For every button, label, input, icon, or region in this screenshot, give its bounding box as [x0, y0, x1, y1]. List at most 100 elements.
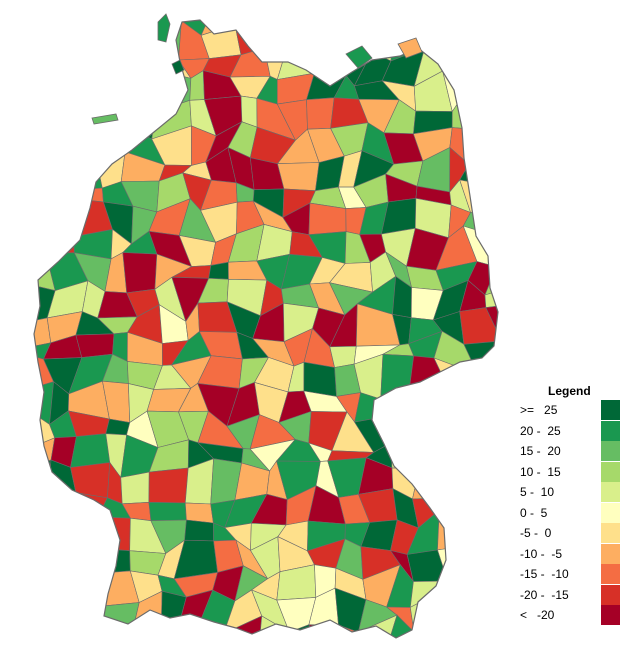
district-region — [364, 20, 395, 26]
district-region — [46, 20, 85, 56]
district-region — [51, 562, 84, 607]
district-region — [442, 587, 478, 632]
district-region — [486, 74, 498, 114]
district-region — [0, 391, 33, 413]
district-region — [380, 0, 420, 10]
district-region — [459, 70, 498, 114]
district-region — [161, 590, 187, 627]
district-region — [0, 469, 28, 496]
legend-item-label: -10 - -5 — [520, 546, 563, 561]
district-region — [318, 0, 348, 9]
district-region — [440, 47, 477, 72]
district-region — [67, 514, 99, 557]
district-region — [459, 307, 498, 345]
district-region — [0, 568, 4, 601]
islands — [91, 13, 423, 125]
district-region — [280, 651, 322, 658]
district-region — [510, 213, 540, 233]
district-region — [93, 121, 133, 153]
district-region — [253, 0, 291, 9]
district-region — [491, 380, 498, 412]
district-region — [252, 20, 283, 23]
legend-item-label: -15 - -10 — [520, 567, 569, 581]
district-region — [34, 563, 56, 597]
district-region — [34, 176, 62, 213]
district-region — [34, 100, 59, 137]
district-region — [34, 509, 35, 550]
district-region — [67, 121, 99, 160]
district-region — [306, 97, 335, 130]
district-region — [0, 281, 1, 315]
legend-item-label: < -20 — [520, 608, 555, 622]
district-region — [460, 443, 491, 475]
district-region — [122, 252, 158, 294]
district-region — [234, 20, 264, 26]
legend-item-label: -20 - -15 — [520, 587, 569, 602]
district-region — [20, 650, 47, 658]
district-region — [470, 537, 494, 572]
district-region — [308, 202, 347, 236]
district-region — [34, 563, 37, 602]
district-region — [148, 501, 187, 522]
district-region — [34, 29, 37, 54]
district-region — [147, 645, 192, 658]
district-region — [369, 20, 396, 62]
district-region — [69, 643, 103, 658]
district-region — [262, 20, 286, 55]
district-region — [489, 0, 521, 5]
legend-swatch — [601, 502, 620, 523]
district-region — [496, 128, 498, 165]
district-region — [281, 20, 318, 61]
district-region — [184, 519, 214, 542]
district-region — [0, 364, 6, 401]
district-region — [34, 545, 37, 568]
district-region — [460, 458, 491, 492]
legend-item-label: 5 - 10 — [520, 485, 555, 499]
district-region — [34, 237, 50, 254]
district-region — [99, 0, 130, 9]
island-foehr — [171, 59, 185, 75]
district-region — [485, 207, 498, 234]
district-region — [102, 625, 135, 638]
district-region — [34, 43, 57, 89]
legend-swatch — [601, 482, 620, 502]
district-region — [94, 516, 131, 552]
district-region — [380, 392, 427, 417]
district-region — [44, 100, 76, 130]
district-region — [127, 71, 164, 113]
district-region — [390, 442, 420, 469]
district-region — [0, 238, 23, 262]
district-region — [0, 346, 6, 369]
district-region — [474, 42, 492, 87]
district-region — [0, 651, 7, 658]
district-region — [515, 154, 540, 185]
legend-item: 15 - 20 — [520, 441, 628, 461]
district-region — [306, 645, 331, 658]
district-region — [314, 44, 347, 76]
district-region — [0, 408, 33, 452]
district-region — [0, 101, 10, 137]
germany-district-map — [0, 0, 541, 658]
district-region — [475, 20, 497, 49]
district-region — [0, 282, 26, 323]
district-region — [34, 593, 53, 625]
district-region — [55, 550, 79, 565]
island-east-frisian — [91, 113, 119, 125]
district-region — [34, 488, 50, 524]
district-region — [434, 445, 473, 469]
island-sylt — [157, 13, 171, 43]
district-region — [495, 355, 498, 392]
district-region — [516, 260, 540, 282]
district-region — [464, 380, 498, 418]
district-region — [463, 373, 498, 392]
district-region — [4, 433, 28, 474]
district-region — [34, 120, 51, 150]
district-region — [470, 568, 498, 605]
district-region — [70, 0, 104, 9]
district-region — [511, 75, 541, 111]
legend-swatch — [601, 584, 620, 605]
district-region — [491, 29, 498, 60]
district-region — [484, 281, 498, 308]
district-region — [125, 20, 150, 36]
district-region — [447, 568, 478, 595]
